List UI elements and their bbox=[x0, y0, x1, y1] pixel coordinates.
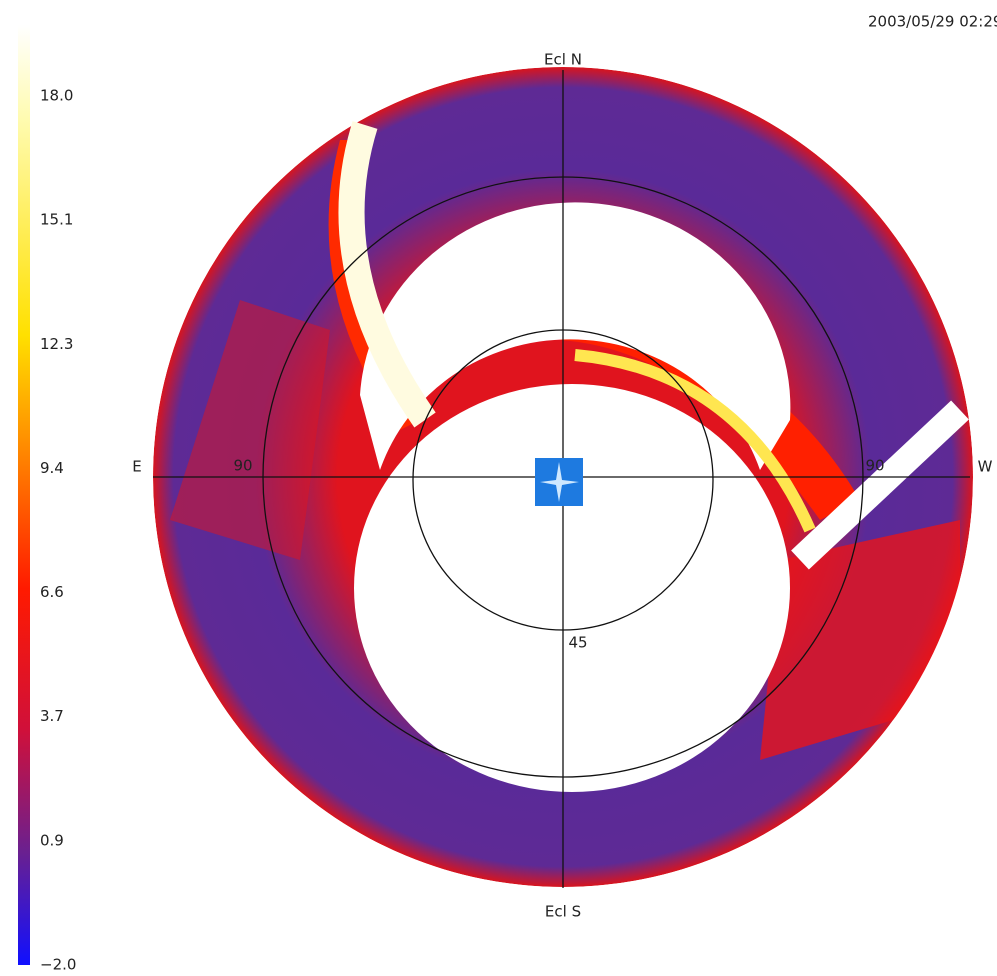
colorbar-tick-label: 18.0 bbox=[40, 87, 73, 105]
timestamp: 2003/05/29 02:29 UT bbox=[868, 13, 997, 31]
colorbar-ticks: 18.0 15.1 12.3 9.4 6.6 3.7 0.9 −2.0 bbox=[40, 87, 76, 974]
cme-arc bbox=[574, 349, 816, 533]
colorbar-tick-label: 3.7 bbox=[40, 707, 64, 725]
colorbar-tick-label: 15.1 bbox=[40, 211, 73, 229]
north-label: Ecl N bbox=[544, 51, 582, 69]
west-label: W bbox=[978, 458, 993, 476]
sun-icon bbox=[540, 462, 579, 502]
colorbar-tick-label: 12.3 bbox=[40, 335, 73, 353]
angle-label: 45 bbox=[568, 634, 587, 652]
south-label: Ecl S bbox=[545, 903, 581, 921]
cme-arc bbox=[338, 121, 436, 428]
colorbar bbox=[18, 25, 30, 965]
angle-label: 90 bbox=[865, 457, 884, 475]
colorbar-tick-label: −2.0 bbox=[40, 956, 76, 974]
colorbar-tick-label: 9.4 bbox=[40, 459, 64, 477]
colorbar-tick-label: 0.9 bbox=[40, 831, 64, 849]
gap-band bbox=[791, 400, 969, 570]
east-label: E bbox=[132, 458, 141, 476]
colorbar-tick-label: 6.6 bbox=[40, 583, 64, 601]
angle-label: 90 bbox=[233, 457, 252, 475]
